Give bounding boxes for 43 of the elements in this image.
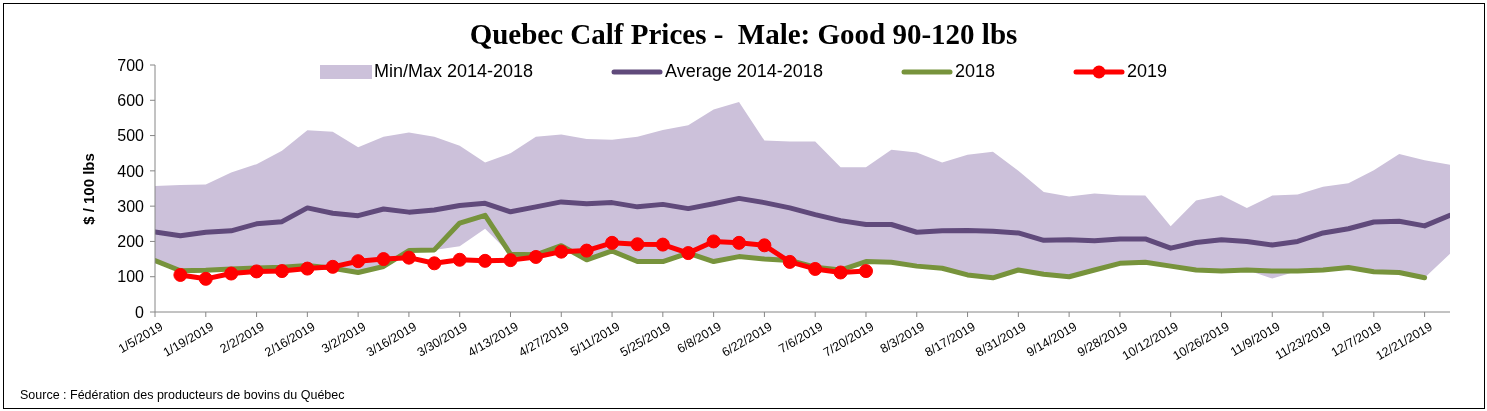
point (605, 235, 620, 250)
point (325, 259, 340, 274)
source-note: Source : Fédération des producteurs de bovins du Québec (20, 388, 345, 402)
point (351, 254, 366, 269)
y-tick-label: 700 (117, 56, 145, 74)
point (782, 254, 797, 269)
point (554, 244, 569, 259)
point (300, 261, 315, 276)
point (401, 250, 416, 265)
point (376, 252, 391, 267)
point (224, 266, 239, 281)
point (198, 271, 213, 286)
point (681, 246, 696, 261)
point (173, 267, 188, 282)
point (528, 249, 543, 264)
y-tick-label: 100 (117, 268, 145, 286)
y-tick-label: 400 (117, 162, 145, 180)
point (478, 253, 493, 268)
point (757, 238, 772, 253)
point (732, 235, 747, 250)
legend-label: Min/Max 2014-2018 (374, 61, 534, 82)
chart-title: Quebec Calf Prices - Male: Good 90-120 lbs (468, 18, 1019, 51)
y-tick-label: 500 (117, 127, 145, 145)
legend-label: Average 2014-2018 (665, 61, 823, 82)
point (706, 234, 721, 249)
point (655, 237, 670, 252)
point (249, 264, 264, 279)
point (579, 243, 594, 258)
point (808, 261, 823, 276)
y-tick-label: 600 (117, 91, 145, 109)
point (452, 252, 467, 267)
point (833, 265, 848, 280)
point (274, 264, 289, 279)
y-tick-label: 0 (135, 303, 145, 321)
y-axis-title: $ / 100 lbs (79, 152, 97, 225)
y-tick-label: 300 (117, 197, 145, 215)
point (630, 237, 645, 252)
point (858, 264, 873, 279)
point (503, 253, 518, 268)
legend-label: 2018 (954, 61, 995, 82)
legend-label: 2019 (1126, 61, 1167, 82)
point (427, 256, 442, 271)
y-tick-label: 200 (117, 233, 145, 251)
